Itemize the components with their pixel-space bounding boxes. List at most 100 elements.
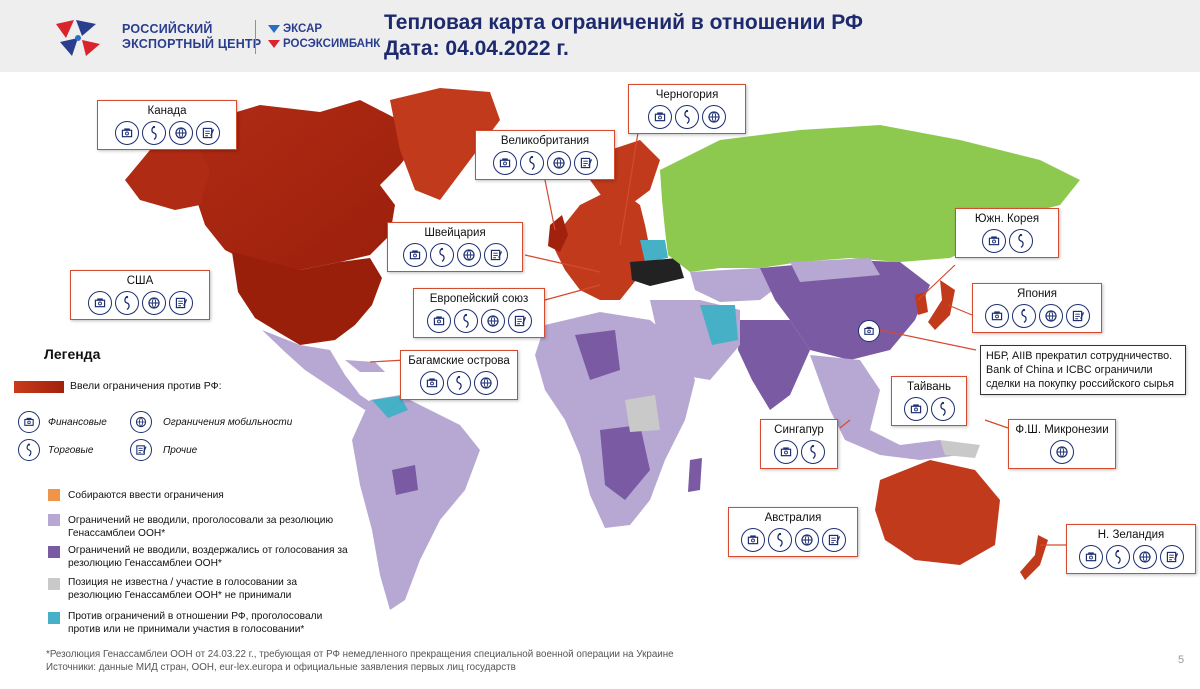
legend-trade-icon (18, 439, 40, 461)
legend-swatch-abstained (48, 546, 60, 558)
financial-icon (740, 528, 765, 552)
map-kazakhstan (690, 268, 780, 302)
trade-icon (1105, 545, 1130, 569)
map-new-zealand (1020, 535, 1048, 580)
financial-icon (420, 371, 444, 395)
financial-icon (903, 397, 928, 421)
callout-switzerland-icons (394, 243, 516, 267)
mobility-icon (1132, 545, 1157, 569)
legend-other (130, 439, 152, 466)
callout-bahamas[interactable]: Багамские острова (400, 350, 518, 400)
financial-icon (1078, 545, 1103, 569)
map-africa-abstained (575, 330, 620, 380)
mobility-icon (168, 121, 193, 145)
callout-taiwan-icons (898, 397, 960, 421)
partner-logos: ЭКСАР РОСЭКСИМБАНК (268, 22, 380, 52)
callout-japan[interactable]: Япония (972, 283, 1102, 333)
map-alaska (125, 140, 210, 210)
financial-icon (984, 304, 1009, 328)
callout-taiwan-name: Тайвань (906, 381, 952, 393)
legend-label-planning: Собираются ввести ограничения (68, 490, 224, 501)
legend-gradient-swatch (14, 381, 64, 393)
callout-canada[interactable]: Канада (97, 100, 237, 150)
mobility-icon (480, 309, 505, 333)
trade-icon (800, 440, 825, 464)
callout-micronesia-icons (1015, 440, 1109, 464)
map-greenland (390, 88, 500, 200)
callout-connectors (369, 119, 1075, 546)
callout-montenegro[interactable]: Черногория (628, 84, 746, 134)
exar-logo-icon (268, 25, 280, 33)
callout-south-korea-name: Южн. Корея (974, 213, 1040, 225)
map-china (760, 260, 930, 360)
map-usa (232, 252, 382, 345)
callout-south-korea[interactable]: Южн. Корея (955, 208, 1059, 258)
callout-switzerland-name: Швейцария (424, 227, 486, 239)
map-new-guinea (940, 440, 980, 458)
map-australia (875, 460, 1000, 565)
callout-new-zealand-name: Н. Зеландия (1097, 529, 1165, 541)
mobility-icon (1050, 440, 1074, 464)
mobility-icon (1038, 304, 1063, 328)
legend-mobility-label: Ограничения мобильности (163, 417, 293, 428)
partner-exar: ЭКСАР (268, 22, 380, 37)
callout-uk[interactable]: Великобритания (475, 130, 615, 180)
trade-icon (675, 105, 699, 129)
trade-icon (453, 309, 478, 333)
map-canada (190, 100, 420, 270)
trade-icon (930, 397, 955, 421)
callout-switzerland[interactable]: Швейцария (387, 222, 523, 272)
map-belarus-area (640, 240, 668, 262)
financial-icon (114, 121, 139, 145)
callout-canada-icons (104, 121, 230, 145)
slide-header: РОССИЙСКИЙ ЭКСПОРТНЫЙ ЦЕНТР ЭКСАР РОСЭКС… (0, 0, 1200, 72)
map-south-america (352, 395, 480, 610)
legend-swatch-planning (48, 489, 60, 501)
mobility-icon (702, 105, 726, 129)
china-financial-icon (858, 320, 880, 342)
callout-eu-name: Европейский союз (429, 293, 529, 305)
org-name-line2: ЭКСПОРТНЫЙ ЦЕНТР (122, 37, 262, 51)
callout-usa[interactable]: США (70, 270, 210, 320)
legend-mobility (130, 411, 152, 438)
logo-separator (255, 20, 256, 54)
map-se-asia (810, 355, 960, 460)
other-icon (507, 309, 532, 333)
legend-trade-label: Торговые (48, 445, 94, 456)
map-bolivia (392, 465, 418, 495)
roseximbank-logo-icon (268, 40, 280, 48)
callout-australia[interactable]: Австралия (728, 507, 858, 557)
trade-icon (447, 371, 471, 395)
callout-new-zealand-icons (1073, 545, 1189, 569)
map-mongolia (790, 258, 880, 282)
callout-new-zealand[interactable]: Н. Зеландия (1066, 524, 1196, 574)
trade-icon (1011, 304, 1036, 328)
legend-label-abstained: Ограничений не вводили, воздержались от … (68, 545, 348, 569)
trade-icon (767, 528, 792, 552)
callout-singapore-name: Сингапур (774, 424, 824, 436)
callout-canada-name: Канада (147, 105, 187, 117)
legend-title: Легенда (44, 346, 101, 362)
org-name: РОССИЙСКИЙ ЭКСПОРТНЫЙ ЦЕНТР (122, 22, 261, 52)
map-madagascar (688, 458, 702, 492)
callout-taiwan[interactable]: Тайвань (891, 376, 967, 426)
callout-japan-name: Япония (1017, 288, 1057, 300)
map-mexico (262, 330, 375, 410)
callout-micronesia[interactable]: Ф.Ш. Микронезии (1008, 419, 1116, 469)
map-india (738, 320, 810, 410)
page-title: Тепловая карта ограничений в отношении Р… (384, 11, 863, 60)
china-note: НБР, AIIB прекратил сотрудничество. Bank… (980, 345, 1186, 395)
callout-uk-icons (482, 151, 608, 175)
other-icon (195, 121, 220, 145)
financial-icon (402, 243, 427, 267)
map-africa (535, 312, 695, 528)
callout-australia-icons (735, 528, 851, 552)
callout-montenegro-icons (635, 105, 739, 129)
callout-singapore[interactable]: Сингапур (760, 419, 838, 469)
mobility-icon (794, 528, 819, 552)
financial-icon (981, 229, 1006, 253)
financial-icon (87, 291, 112, 315)
callout-bahamas-icons (407, 371, 511, 395)
callout-eu[interactable]: Европейский союз (413, 288, 545, 338)
legend-financial-label: Финансовые (48, 417, 107, 428)
